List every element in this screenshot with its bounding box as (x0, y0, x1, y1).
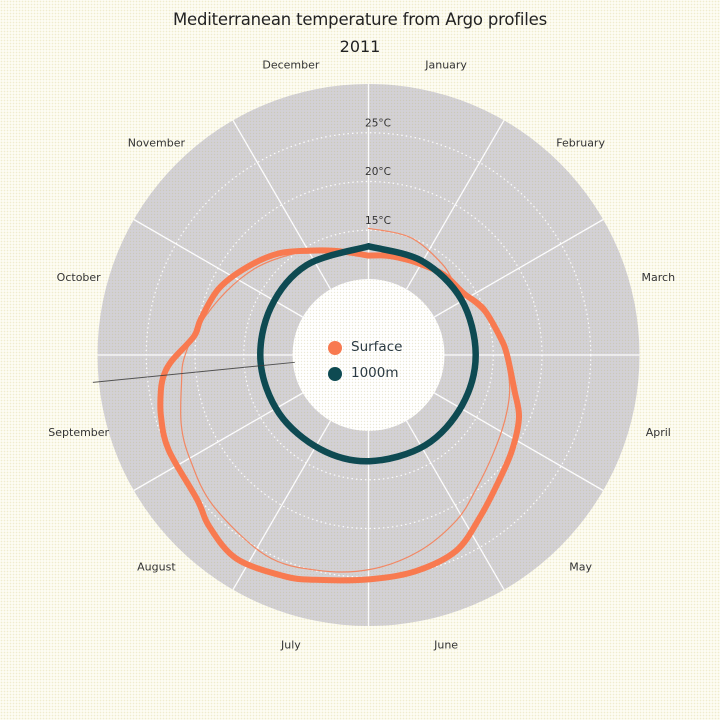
deep-legend-marker (328, 367, 342, 381)
legend-item-surface[interactable]: Surface (328, 335, 402, 361)
month-label-november: November (128, 136, 186, 149)
surface-legend-marker (328, 341, 342, 355)
month-label-february: February (556, 136, 605, 149)
month-label-july: July (280, 638, 301, 651)
month-label-april: April (646, 426, 671, 439)
date-marker-line (92, 361, 295, 383)
month-label-august: August (137, 561, 176, 574)
month-label-may: May (569, 561, 592, 574)
chart-title: Mediterranean temperature from Argo prof… (173, 10, 547, 29)
legend: Surface 1000m (328, 335, 402, 387)
month-label-march: March (642, 271, 676, 284)
surface-trace (157, 247, 523, 584)
plot-area-texture (97, 84, 640, 626)
surface-legend-label: Surface (351, 339, 403, 356)
month-label-june: June (433, 638, 458, 651)
legend-item-1000m[interactable]: 1000m (328, 361, 402, 387)
month-label-january: January (424, 59, 467, 72)
radial-tick-label-20c: 20°C (365, 166, 391, 178)
month-label-december: December (262, 59, 320, 72)
deep-1000m-trace (257, 243, 479, 465)
month-label-september: September (48, 426, 109, 439)
chart-subtitle: 2011 (339, 37, 381, 56)
deep-legend-label: 1000m (351, 365, 399, 382)
month-label-october: October (57, 271, 101, 284)
radial-tick-label-15c: 15°C (365, 215, 391, 227)
radial-tick-label-25c: 25°C (365, 117, 391, 129)
